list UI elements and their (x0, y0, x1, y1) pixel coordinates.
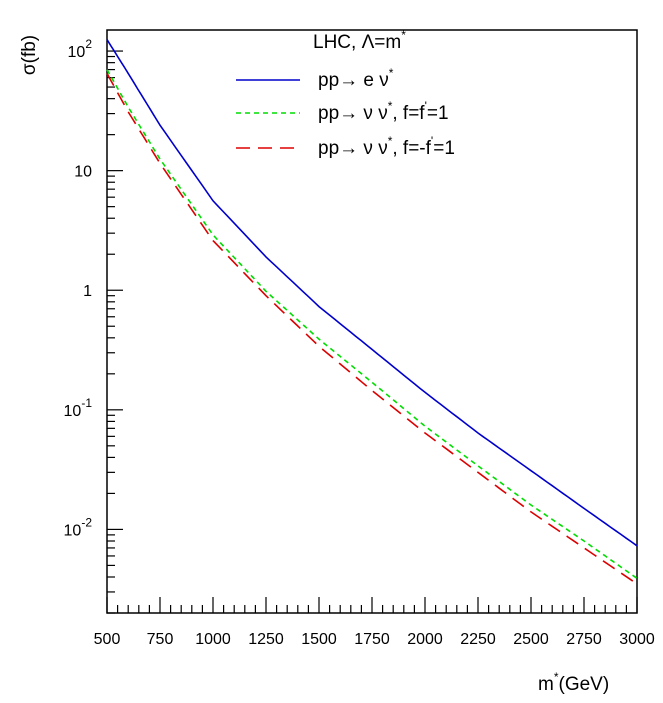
legend-label-sup: * (389, 66, 394, 80)
legend-label-sup: * (388, 134, 393, 148)
series-line-2 (106, 69, 638, 579)
x-tick-label: 1000 (195, 631, 231, 648)
y-tick-label: 102 (68, 37, 93, 61)
legend-label-sup: ' (431, 134, 433, 148)
legend-label-text: =1 (433, 138, 455, 159)
legend-label-3: pp→ ν ν*, f=-f'=1 (318, 134, 455, 159)
y-tick-label-exponent: -2 (81, 515, 92, 529)
y-tick-label-exponent: -1 (81, 396, 92, 410)
legend-label-1: pp→ e ν* (318, 66, 394, 91)
y-axis-label: σ(fb) (19, 35, 40, 75)
x-tick-label: 2000 (407, 631, 443, 648)
legend-label-text: =1 (427, 103, 449, 124)
x-tick-label: 2250 (460, 631, 496, 648)
y-tick-label-base: 10 (64, 522, 82, 539)
legend-label-2: pp→ ν ν*, f=f'=1 (318, 99, 449, 124)
x-axis-label-sup: * (554, 670, 559, 684)
legend-label-text: , f=f (392, 103, 425, 124)
x-tick-label: 1250 (248, 631, 284, 648)
y-tick-label: 10-1 (64, 396, 93, 420)
legend-header-sup: * (401, 28, 406, 42)
legend: LHC, Λ=m* pp→ e ν*pp→ ν ν*, f=f'=1pp→ ν … (236, 28, 455, 159)
y-tick-label: 10 (74, 164, 92, 181)
x-tick-label: 1500 (301, 631, 337, 648)
x-axis-tick-labels: 500 750 1000 1250 1500 1750 2000 2250 2500 2750 30… (94, 631, 655, 648)
x-axis-ticks (106, 597, 638, 613)
series-line-3 (106, 73, 638, 585)
series-lines (106, 39, 638, 585)
y-tick-label: 10-2 (64, 515, 93, 539)
y-tick-label-base: 10 (64, 403, 82, 420)
x-tick-label: 1750 (354, 631, 390, 648)
legend-label-sup: ' (425, 99, 427, 113)
x-axis-label-unit: (GeV) (559, 674, 610, 695)
legend-entries: pp→ e ν*pp→ ν ν*, f=f'=1pp→ ν ν*, f=-f'=… (236, 66, 455, 159)
legend-label-text: pp→ e ν (318, 70, 389, 91)
legend-label-text: , f=-f (392, 138, 431, 159)
x-tick-label: 500 (94, 631, 121, 648)
series-line-1 (106, 39, 638, 547)
x-tick-label: 3000 (619, 631, 655, 648)
x-tick-label: 750 (147, 631, 174, 648)
y-axis-ticks (107, 50, 123, 614)
x-tick-label: 2750 (566, 631, 602, 648)
y-tick-label: 1 (83, 283, 92, 300)
legend-label-text: pp→ ν ν (318, 103, 388, 124)
x-axis-label-base: m (538, 674, 554, 695)
y-tick-label-base: 10 (74, 164, 92, 181)
y-tick-label-base: 1 (83, 283, 92, 300)
legend-header-text: LHC, Λ=m (313, 32, 401, 53)
x-tick-label: 2500 (513, 631, 549, 648)
y-tick-label-exponent: 2 (85, 37, 92, 51)
legend-label-text: pp→ ν ν (318, 138, 388, 159)
legend-header: LHC, Λ=m* (313, 28, 406, 53)
y-tick-label-base: 10 (68, 44, 86, 61)
legend-label-sup: * (388, 99, 393, 113)
x-axis-label: m*(GeV) (538, 670, 609, 695)
